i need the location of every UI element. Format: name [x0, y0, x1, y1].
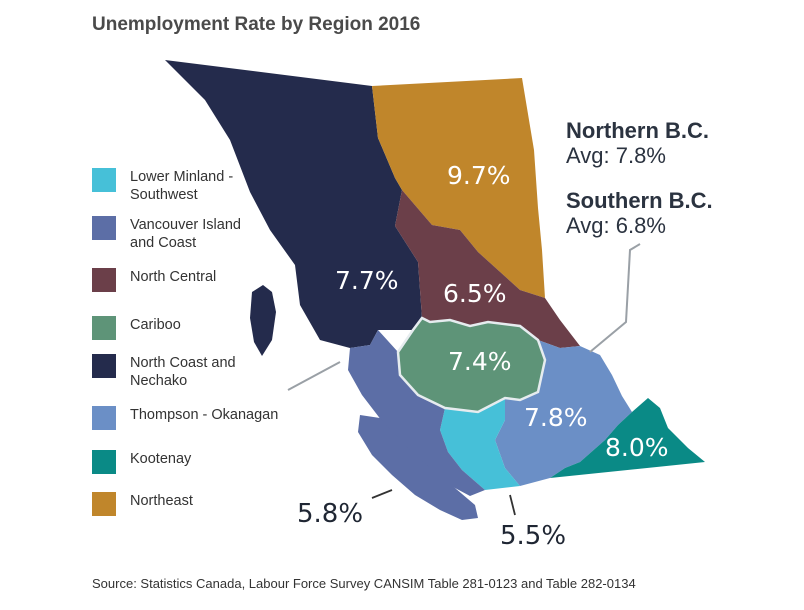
legend-swatch [92, 216, 116, 240]
region-lower-mainland [440, 398, 520, 490]
legend-item-vancouver-island: Vancouver Island and Coast [92, 216, 290, 252]
region-northeast [372, 78, 545, 298]
legend-swatch [92, 354, 116, 378]
northern-bc-summary: Northern B.C. Avg: 7.8% [566, 118, 709, 168]
rate-label-thompson-okanagan: 7.8% [524, 403, 588, 432]
rate-label-north-coast-nechako: 7.7% [335, 266, 399, 295]
legend-swatch [92, 450, 116, 474]
southern-bc-avg: Avg: 6.8% [566, 213, 666, 238]
legend-swatch [92, 316, 116, 340]
legend-swatch [92, 492, 116, 516]
rate-label-lower-mainland: 5.5% [500, 521, 566, 551]
legend-swatch [92, 406, 116, 430]
region-kootenay [550, 398, 705, 478]
legend-item-northeast: Northeast [92, 492, 290, 516]
legend-label: Thompson - Okanagan [130, 407, 279, 423]
source-note: Source: Statistics Canada, Labour Force … [92, 576, 636, 591]
rate-label-cariboo: 7.4% [448, 347, 512, 376]
southern-bc-summary: Southern B.C. Avg: 6.8% [566, 188, 713, 238]
legend-item-thompson-okanagan: Thompson - Okanagan [92, 406, 290, 430]
map-title: Unemployment Rate by Region 2016 [92, 14, 421, 35]
region-vancouver-island-coast [348, 330, 485, 496]
legend-item-lower-mainland: Lower Minland - Southwest [92, 168, 290, 204]
legend-label: North Coast and Nechako [130, 355, 236, 389]
northern-bc-label: Northern B.C. [566, 118, 709, 143]
callout-line-lower-mainland [509, 494, 516, 516]
rate-label-northeast: 9.7% [447, 161, 511, 190]
region-vancouver-island [358, 415, 478, 520]
legend-label: Northeast [130, 493, 193, 509]
legend-item-kootenay: Kootenay [92, 450, 290, 474]
legend-swatch [92, 268, 116, 292]
legend-label: North Central [130, 269, 217, 285]
legend-label: Kootenay [130, 451, 192, 467]
callout-line-vancouver-island [371, 489, 393, 499]
region-thompson-okanagan [495, 340, 632, 486]
legend-item-north-central: North Central [92, 268, 290, 292]
region-north-central [395, 190, 580, 348]
cariboo-border [396, 316, 547, 414]
region-north-coast-nechako [165, 60, 422, 348]
rate-label-north-central: 6.5% [443, 279, 507, 308]
legend-swatch [92, 168, 116, 192]
region-cariboo [398, 318, 545, 412]
rate-label-kootenay: 8.0% [605, 433, 669, 462]
northern-bc-avg: Avg: 7.8% [566, 143, 666, 168]
legend-label: Vancouver Island and Coast [130, 217, 241, 251]
rate-label-vancouver-island: 5.8% [297, 499, 363, 529]
region-north-coast-islands [250, 285, 276, 356]
callout-line-northern-southern [287, 243, 641, 391]
southern-bc-label: Southern B.C. [566, 188, 713, 213]
legend-item-north-coast: North Coast and Nechako [92, 354, 290, 390]
legend-item-cariboo: Cariboo [92, 316, 290, 340]
legend-label: Lower Minland - Southwest [130, 169, 234, 203]
legend-label: Cariboo [130, 317, 181, 333]
